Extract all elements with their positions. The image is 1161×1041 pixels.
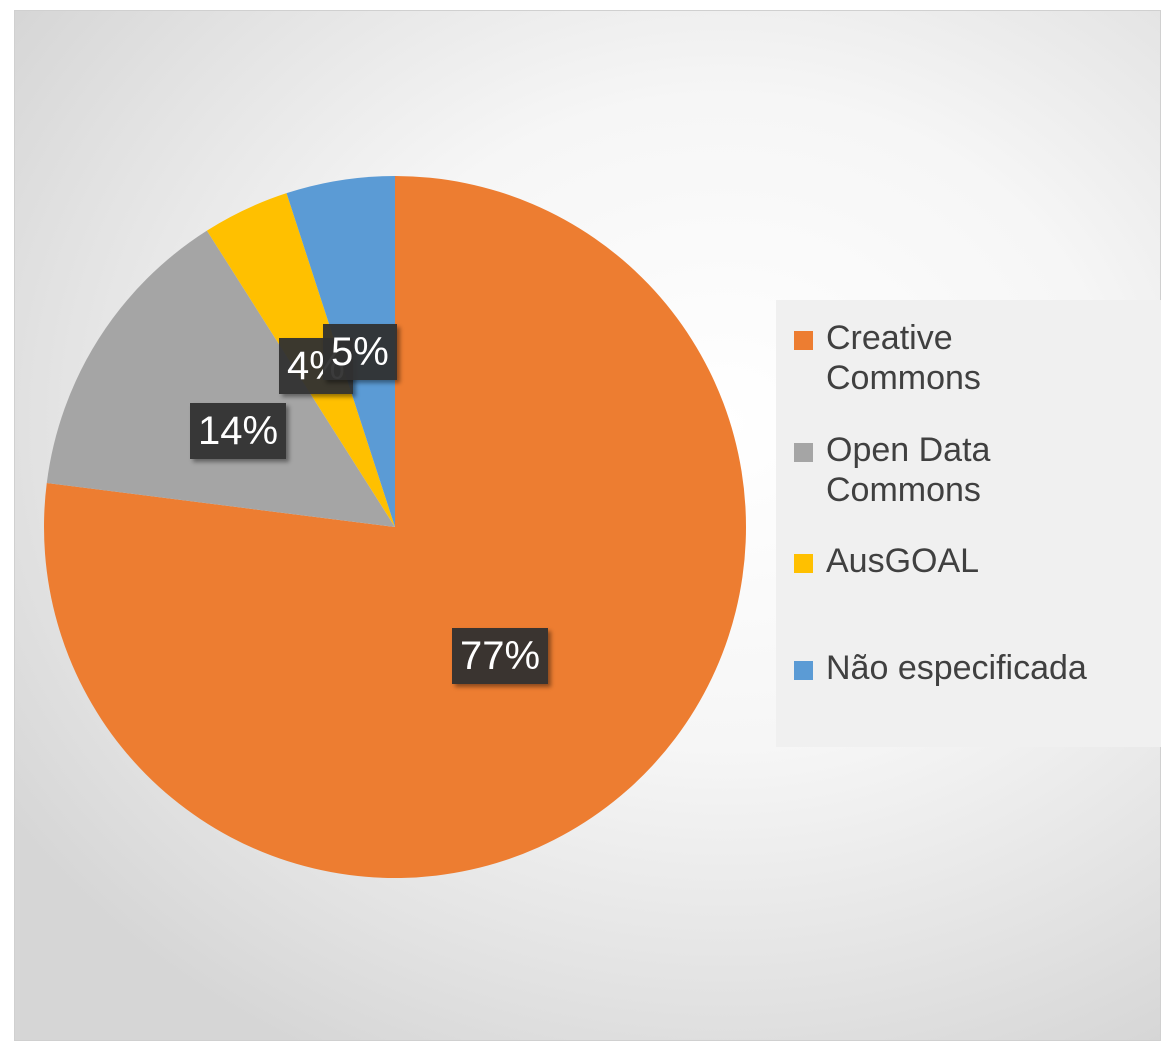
legend-swatch-ausgoal [794, 554, 813, 573]
legend: Creative Commons Open Data Commons AusGO… [776, 300, 1161, 747]
legend-line: AusGOAL [826, 542, 980, 580]
legend-label-open-data-commons: Open Data Commons [826, 430, 990, 510]
data-label-nao-especificada: 5% [323, 324, 397, 380]
legend-line: Não especificada [826, 649, 1087, 687]
legend-line: Commons [826, 471, 981, 509]
legend-line: Commons [826, 359, 981, 397]
pie-slice-open-data-commons [46, 230, 396, 527]
data-label-creative-commons: 77% [452, 628, 549, 684]
legend-label-nao-especificada: Não especificada [826, 648, 1087, 688]
legend-swatch-nao-especificada [794, 661, 813, 680]
legend-label-creative-commons: Creative Commons [826, 318, 981, 398]
legend-line: Creative [826, 319, 953, 357]
pie-slice-creative-commons [44, 175, 747, 878]
data-label-open-data-commons: 14% [190, 403, 287, 459]
legend-line: Open Data [826, 431, 991, 469]
legend-swatch-creative-commons [794, 331, 813, 350]
legend-swatch-open-data-commons [794, 443, 813, 462]
legend-label-ausgoal: AusGOAL [826, 541, 979, 581]
